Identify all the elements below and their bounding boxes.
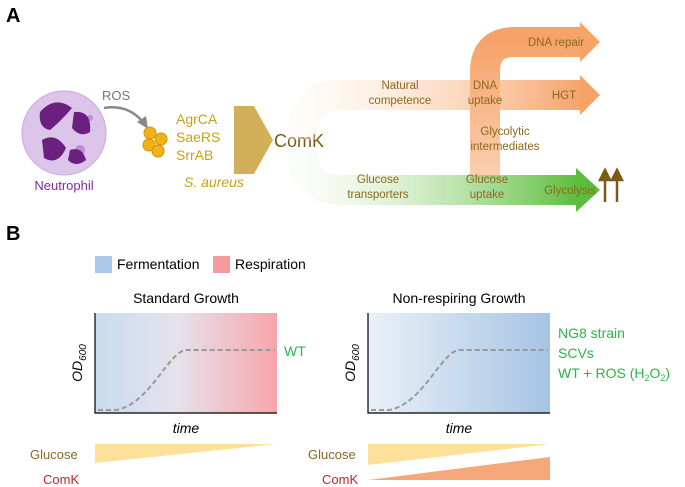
row-label: Glucose [30,447,78,462]
ros-arrow [103,106,144,123]
flow-label: Glycolysis [544,185,596,197]
regulator: SrrAB [176,147,213,163]
panel-label: B [6,223,20,245]
flow-label: Natural [381,80,418,92]
axes [94,313,277,414]
ros-label: ROS [102,88,131,103]
strain-label: WT [284,343,306,359]
neutrophil-icon [21,90,107,176]
regulator: AgrCA [176,111,218,127]
repair-flow [470,27,582,180]
increase-arrows [597,167,625,202]
strain-label: SCVs [558,345,594,361]
comk-wedge [368,457,550,480]
glucose-flow [287,149,578,205]
organism-label: S. aureus [184,174,244,190]
axes [367,313,550,414]
hgt-flow [287,80,582,141]
row-label: ComK [322,472,358,487]
glucose-wedge [95,444,277,463]
flow-label: uptake [470,189,505,201]
x-axis-label: time [173,420,200,436]
big-arrow [234,106,273,174]
flow-label: Glucose [466,174,508,186]
panel-label: A [6,5,20,27]
legend-swatch [95,256,112,273]
ros-arrowhead [137,116,148,129]
regulator: SaeRS [176,129,220,145]
arrowhead [576,168,600,212]
plot-area [368,313,550,413]
strain-label: WT + ROS (H2O2) [558,365,670,383]
arrowhead [580,75,600,115]
x-axis-label: time [446,420,473,436]
row-label: Glucose [308,447,356,462]
strain-label: NG8 strain [558,325,625,341]
flow-label: DNA repair [528,37,584,49]
plot-title: Non-respiring Growth [392,290,525,306]
y-axis-label: OD600 [342,344,362,382]
s-aureus-cluster [142,126,168,158]
row-label: ComK [43,472,79,487]
flow-label: Glucose [357,174,399,186]
legend-swatch [213,256,230,273]
flow-label: transporters [347,189,409,201]
flow-label: Glycolytic [480,126,529,138]
legend-label: Respiration [235,256,306,272]
plot-area [95,313,277,413]
plot-title: Standard Growth [133,290,239,306]
flow-label: intermediates [470,141,539,153]
flow-label: competence [369,95,432,107]
arrowhead [580,22,600,62]
legend-label: Fermentation [117,256,199,272]
cell-label: Neutrophil [34,178,93,193]
flow-label: DNA [473,80,498,92]
flow-label: uptake [468,95,503,107]
flow-label: HGT [552,90,576,102]
glucose-wedge [368,444,550,465]
y-axis-label: OD600 [69,344,89,382]
